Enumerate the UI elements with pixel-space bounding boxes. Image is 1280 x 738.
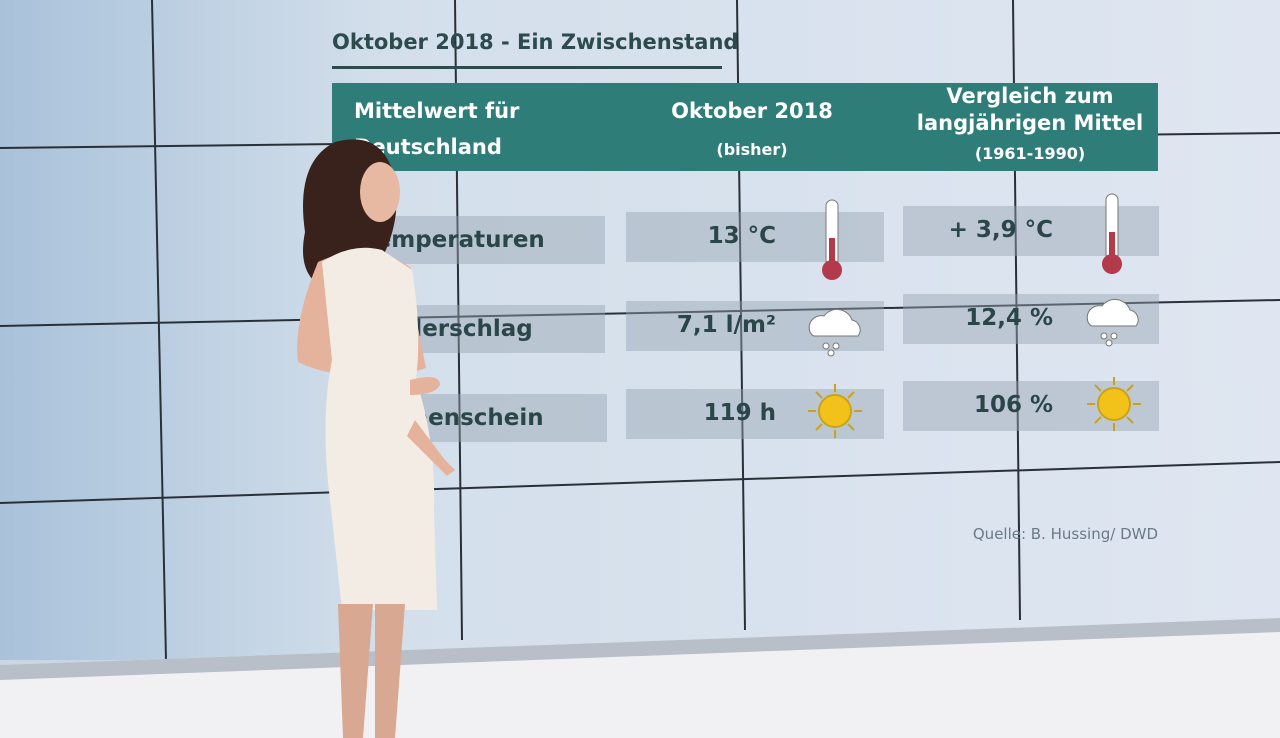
sun-icon	[808, 384, 862, 438]
sun-icon	[1087, 377, 1141, 431]
header-subcell: (1961-1990)	[974, 144, 1086, 163]
title-underline	[332, 66, 722, 69]
source-note: Quelle: B. Hussing/ DWD	[972, 525, 1158, 543]
cell-value: 12,4 %	[965, 305, 1053, 331]
header-subcell: (bisher)	[716, 140, 788, 159]
rain-icon	[808, 308, 861, 357]
cell-value: 13 °C	[707, 223, 776, 249]
title: Oktober 2018 - Ein Zwischenstand	[332, 30, 739, 54]
header-cell: Vergleich zum langjährigen Mittel	[916, 84, 1144, 135]
cell-value: 119 h	[703, 400, 776, 426]
table-header: Mittelwert für Deutschland Oktober 2018 …	[332, 83, 1158, 171]
header-cell: Oktober 2018	[671, 99, 833, 123]
thermometer-icon	[1102, 193, 1122, 274]
cell-value: 106 %	[973, 392, 1053, 418]
cell-value: 7,1 l/m²	[676, 312, 776, 338]
cell-box: 13 °C	[626, 212, 884, 262]
cell-value: + 3,9 °C	[948, 217, 1053, 243]
row-label: Temperaturen	[363, 227, 545, 253]
header-cell: Mittelwert für Deutschland	[354, 99, 520, 159]
rain-icon	[1086, 298, 1139, 347]
cell-box: Temperaturen	[363, 216, 605, 264]
thermometer-icon	[822, 199, 842, 280]
